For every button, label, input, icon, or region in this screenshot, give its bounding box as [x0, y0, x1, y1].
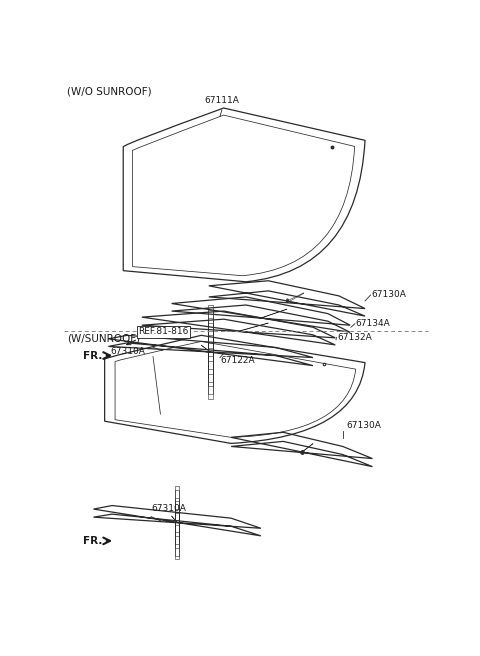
Text: 67134A: 67134A — [356, 319, 391, 328]
Text: (W/SUNROOF): (W/SUNROOF) — [67, 334, 141, 344]
Text: REF.81-816: REF.81-816 — [138, 327, 189, 337]
Text: FR.: FR. — [84, 536, 103, 546]
Text: FR.: FR. — [84, 350, 103, 361]
Text: 67130A: 67130A — [347, 420, 381, 430]
Text: 67130A: 67130A — [372, 291, 407, 299]
Text: 67122A: 67122A — [220, 356, 254, 365]
Text: 67132A: 67132A — [337, 333, 372, 342]
Text: 67310A: 67310A — [151, 504, 186, 513]
Text: (W/O SUNROOF): (W/O SUNROOF) — [67, 87, 152, 96]
Text: 67111A: 67111A — [204, 96, 239, 105]
Text: 67310A: 67310A — [110, 348, 145, 356]
